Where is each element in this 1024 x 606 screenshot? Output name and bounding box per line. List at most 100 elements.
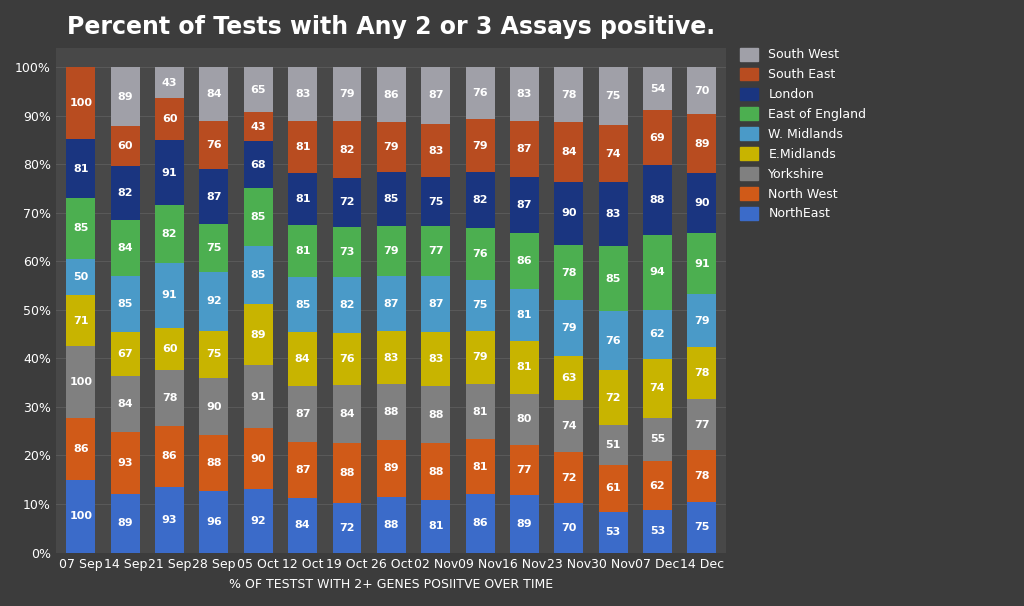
Bar [510,177,539,233]
Text: 85: 85 [73,224,88,233]
Text: 81: 81 [472,407,487,417]
Bar [510,393,539,445]
Bar [288,278,317,332]
Bar [67,198,95,259]
Bar [244,188,272,246]
Bar [288,67,317,121]
Bar [288,121,317,173]
Bar [200,272,228,330]
Text: 65: 65 [251,85,266,95]
Text: 79: 79 [384,142,399,152]
Bar [111,126,139,166]
Text: 94: 94 [649,267,666,277]
Bar [466,67,495,119]
Text: 53: 53 [605,527,621,537]
Bar [200,378,228,436]
Text: 76: 76 [472,249,487,259]
Text: 87: 87 [295,465,310,475]
Bar [244,67,272,112]
Bar [200,491,228,553]
Bar [466,439,495,494]
Text: 84: 84 [206,89,222,99]
Text: 75: 75 [206,243,221,253]
Text: 85: 85 [118,299,133,309]
Bar [510,233,539,289]
Bar [111,220,139,276]
Bar [687,114,717,173]
Text: 78: 78 [561,90,577,100]
Bar [377,384,406,440]
Text: 96: 96 [206,517,222,527]
Bar [643,510,672,553]
Bar [643,418,672,461]
Bar [599,465,628,511]
Bar [377,331,406,384]
Text: 93: 93 [162,514,177,525]
Bar [643,461,672,510]
Bar [687,173,717,233]
Text: 100: 100 [70,98,92,108]
Bar [200,436,228,491]
Text: 72: 72 [339,198,354,207]
Text: 84: 84 [339,409,354,419]
Bar [599,425,628,465]
Text: 75: 75 [472,300,487,310]
Bar [155,98,184,141]
Text: 82: 82 [339,300,354,310]
Text: 87: 87 [517,200,532,210]
Bar [421,276,451,332]
Bar [421,386,451,443]
Bar [687,233,717,295]
Bar [111,494,139,553]
Bar [200,330,228,378]
Bar [333,277,361,333]
Text: 83: 83 [605,209,621,219]
Bar [244,365,272,428]
Text: 79: 79 [472,353,487,362]
Text: 89: 89 [694,139,710,148]
Text: 89: 89 [251,330,266,340]
Text: 73: 73 [339,247,354,257]
Text: 77: 77 [428,246,443,256]
Text: 75: 75 [605,91,621,101]
Text: 60: 60 [162,114,177,124]
Bar [333,503,361,553]
Bar [421,226,451,276]
Bar [554,67,584,122]
Text: 84: 84 [561,147,577,157]
Bar [554,452,584,503]
Text: 86: 86 [517,256,532,266]
Bar [377,172,406,226]
Bar [111,332,139,376]
Bar [510,121,539,177]
Bar [687,67,717,114]
Text: 85: 85 [605,274,621,284]
Text: 62: 62 [649,329,666,339]
Bar [288,225,317,278]
Bar [421,443,451,500]
Text: 82: 82 [339,145,354,155]
Bar [643,310,672,359]
Bar [643,110,672,165]
Bar [200,121,228,169]
Bar [466,119,495,173]
Text: 82: 82 [118,188,133,198]
Bar [421,500,451,553]
Bar [333,67,361,121]
Bar [288,332,317,386]
Text: 54: 54 [650,84,666,94]
Bar [554,245,584,300]
Text: 88: 88 [384,519,399,530]
Bar [377,440,406,496]
Bar [155,425,184,487]
Text: 60: 60 [162,344,177,354]
Bar [643,67,672,110]
Text: 76: 76 [339,355,354,364]
Bar [244,141,272,188]
Text: 83: 83 [384,353,399,363]
Text: 78: 78 [694,471,710,481]
Bar [466,280,495,331]
Bar [599,125,628,182]
Bar [155,205,184,263]
Text: 88: 88 [206,459,221,468]
